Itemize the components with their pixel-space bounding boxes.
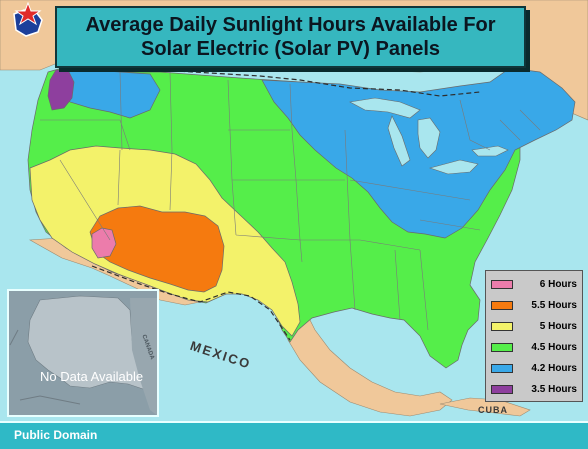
- alaska-land: [27, 295, 156, 393]
- usa-star-logo: [13, 2, 43, 37]
- zone-5-5-hours: [89, 205, 225, 293]
- zone-4-2-hours-northeast: [261, 67, 576, 239]
- legend-item-6-hours: 6 Hours: [491, 274, 577, 295]
- alaska-inset: [7, 289, 159, 417]
- zone-6-hours: [91, 227, 117, 259]
- legend-swatch: [491, 364, 513, 373]
- legend-label: 3.5 Hours: [531, 384, 577, 395]
- map-title-line-2: Solar Electric (Solar PV) Panels: [140, 38, 440, 60]
- great-lakes: [349, 97, 509, 175]
- legend-swatch: [491, 322, 513, 331]
- map-title-line-1: Average Daily Sunlight Hours Available F…: [85, 14, 496, 36]
- legend-item-4-2-hours: 4.2 Hours: [491, 358, 577, 379]
- zone-3-5-hours: [47, 69, 75, 111]
- alaska-no-data-note: No Data Available: [40, 369, 144, 384]
- legend-swatch: [491, 385, 513, 394]
- legend-label: 4.5 Hours: [531, 342, 577, 353]
- legend-item-5-5-hours: 5.5 Hours: [491, 295, 577, 316]
- legend-item-5-hours: 5 Hours: [491, 316, 577, 337]
- footer-credit: Public Domain: [14, 428, 98, 442]
- cuba-land: [439, 397, 531, 417]
- title-banner: Average Daily Sunlight Hours Available F…: [55, 6, 526, 68]
- alaska-canada-strip: [130, 298, 158, 416]
- us-mexico-border: [91, 265, 291, 341]
- us-canada-border: [59, 65, 481, 97]
- legend: 6 Hours 5.5 Hours 5 Hours 4.5 Hours 4.2 …: [485, 270, 583, 402]
- legend-swatch: [491, 301, 513, 310]
- legend-item-3-5-hours: 3.5 Hours: [491, 379, 577, 400]
- legend-swatch: [491, 280, 513, 289]
- label-cuba: CUBA: [478, 405, 508, 415]
- legend-label: 6 Hours: [539, 279, 577, 290]
- legend-label: 4.2 Hours: [531, 363, 577, 374]
- legend-swatch: [491, 343, 513, 352]
- legend-label: 5 Hours: [539, 321, 577, 332]
- footer-bar: Public Domain: [0, 421, 588, 449]
- legend-item-4-5-hours: 4.5 Hours: [491, 337, 577, 358]
- legend-label: 5.5 Hours: [531, 300, 577, 311]
- state-borders: [40, 71, 541, 331]
